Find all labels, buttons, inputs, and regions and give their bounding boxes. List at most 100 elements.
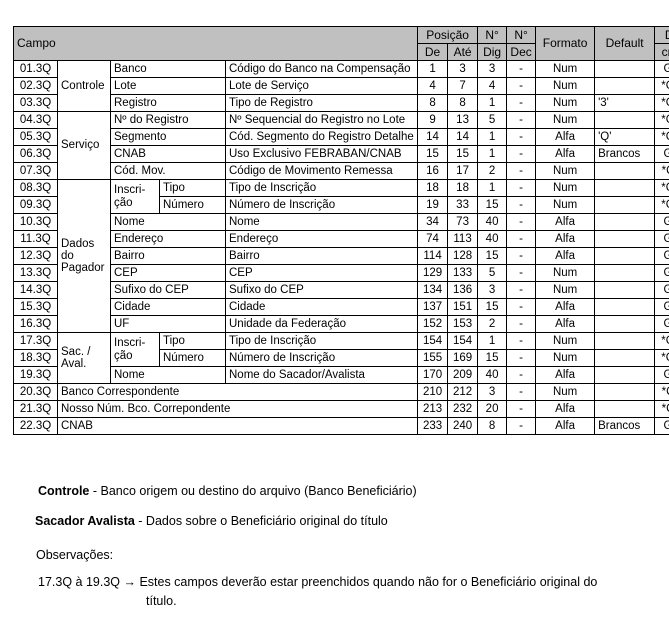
header-n-dec-top: N° bbox=[506, 26, 537, 44]
pos-ate: 212 bbox=[447, 383, 479, 401]
n-dec: - bbox=[506, 332, 537, 350]
n-dec: - bbox=[506, 383, 537, 401]
default-value bbox=[594, 315, 656, 333]
field-desc: Número de Inscrição bbox=[224, 349, 419, 367]
table-row: 20.3Q Banco Correspondente 210 212 3 - N… bbox=[13, 383, 669, 401]
n-dig: 40 bbox=[477, 366, 508, 384]
row-id: 15.3Q bbox=[13, 298, 58, 316]
pos-ate: 15 bbox=[447, 145, 479, 163]
formato: Alfa bbox=[535, 247, 596, 265]
n-dec: - bbox=[506, 298, 537, 316]
descricao-ref: G032 bbox=[654, 247, 669, 265]
table-row: 09.3Q Número Número de Inscrição 19 33 1… bbox=[13, 196, 669, 214]
field-desc: Tipo de Registro bbox=[224, 94, 419, 112]
default-value bbox=[594, 162, 656, 180]
row-id: 16.3Q bbox=[13, 315, 58, 333]
row-id: 08.3Q bbox=[13, 179, 58, 197]
field-desc: Cód. Segmento do Registro Detalhe bbox=[224, 128, 419, 146]
n-dig: 15 bbox=[477, 298, 508, 316]
default-value bbox=[594, 179, 656, 197]
table-row: 02.3Q Lote Lote de Serviço 4 7 4 - Num *… bbox=[13, 77, 669, 95]
table-row: 16.3Q UF Unidade da Federação 152 153 2 … bbox=[13, 315, 669, 333]
row-id: 02.3Q bbox=[13, 77, 58, 95]
pos-de: 74 bbox=[417, 230, 449, 248]
header-descricao-bottom: crição bbox=[654, 43, 669, 61]
pos-ate: 113 bbox=[447, 230, 479, 248]
header-campo: Campo bbox=[12, 26, 419, 61]
table-row: 01.3Q Controle Banco Código do Banco na … bbox=[13, 60, 669, 112]
table-row: 14.3Q Sufixo do CEP Sufixo do CEP 134 13… bbox=[13, 281, 669, 299]
pos-ate: 153 bbox=[447, 315, 479, 333]
note-sacador-term: Sacador Avalista bbox=[35, 514, 135, 528]
default-value: '3' bbox=[594, 94, 656, 112]
descricao-ref: *C004 bbox=[654, 162, 669, 180]
descricao-ref: G001 bbox=[654, 60, 669, 78]
note-controle-term: Controle bbox=[38, 484, 90, 498]
table-row: 11.3Q Endereço Endereço 74 113 40 - Alfa… bbox=[13, 230, 669, 248]
header-n-dig-top: N° bbox=[477, 26, 508, 44]
n-dig: 8 bbox=[477, 417, 508, 435]
formato: Alfa bbox=[535, 128, 596, 146]
pos-de: 16 bbox=[417, 162, 449, 180]
field-name: Tipo bbox=[159, 332, 226, 350]
formato: Num bbox=[535, 94, 596, 112]
n-dec: - bbox=[506, 264, 537, 282]
header-ate: Até bbox=[447, 43, 479, 61]
formato: Num bbox=[535, 60, 596, 78]
n-dig: 40 bbox=[477, 230, 508, 248]
descricao-ref: *G005 bbox=[654, 179, 669, 197]
field-name: UF bbox=[110, 315, 226, 333]
table-row: 22.3Q CNAB 233 240 8 - Alfa Brancos G004 bbox=[13, 417, 669, 435]
n-dec: - bbox=[506, 315, 537, 333]
descricao-ref: *G003 bbox=[654, 94, 669, 112]
descricao-ref: G013 bbox=[654, 366, 669, 384]
pos-ate: 73 bbox=[447, 213, 479, 231]
table-body: 01.3Q Controle Banco Código do Banco na … bbox=[13, 60, 669, 435]
n-dig: 1 bbox=[477, 94, 508, 112]
default-value bbox=[594, 383, 656, 401]
row-id: 21.3Q bbox=[13, 400, 58, 418]
formato: Num bbox=[535, 349, 596, 367]
pos-ate: 133 bbox=[447, 264, 479, 282]
row-id: 07.3Q bbox=[13, 162, 58, 180]
header-n-dig-bottom: Dig bbox=[477, 43, 508, 61]
pos-ate: 33 bbox=[447, 196, 479, 214]
default-value bbox=[594, 366, 656, 384]
note-controle-text: - Banco origem ou destino do arquivo (Ba… bbox=[89, 484, 417, 498]
field-desc: Nome bbox=[224, 213, 419, 231]
pos-de: 15 bbox=[417, 145, 449, 163]
field-name: Cód. Mov. bbox=[110, 162, 226, 180]
row-id: 05.3Q bbox=[13, 128, 58, 146]
field-name: CEP bbox=[110, 264, 226, 282]
field-desc: Número de Inscrição bbox=[224, 196, 419, 214]
field-name: Cidade bbox=[110, 298, 226, 316]
field-desc: Nome do Sacador/Avalista bbox=[224, 366, 419, 384]
group-servico: Serviço bbox=[57, 111, 111, 180]
field-desc: Bairro bbox=[224, 247, 419, 265]
row-id: 13.3Q bbox=[13, 264, 58, 282]
formato: Alfa bbox=[535, 213, 596, 231]
formato: Num bbox=[535, 111, 596, 129]
pos-ate: 14 bbox=[447, 128, 479, 146]
n-dig: 20 bbox=[477, 400, 508, 418]
pos-de: 19 bbox=[417, 196, 449, 214]
field-desc: Endereço bbox=[224, 230, 419, 248]
field-desc: Sufixo do CEP bbox=[224, 281, 419, 299]
field-name: Segmento bbox=[110, 128, 226, 146]
descricao-ref: *G006 bbox=[654, 196, 669, 214]
field-name: Tipo bbox=[159, 179, 226, 197]
pos-de: 210 bbox=[417, 383, 449, 401]
table-row: 21.3Q Nosso Núm. Bco. Correpondente 213 … bbox=[13, 400, 669, 418]
n-dig: 5 bbox=[477, 111, 508, 129]
n-dig: 2 bbox=[477, 162, 508, 180]
note-controle: Controle - Banco origem ou destino do ar… bbox=[38, 484, 417, 498]
header-posicao: Posição bbox=[417, 26, 479, 44]
field-name: Bairro bbox=[110, 247, 226, 265]
pos-de: 233 bbox=[417, 417, 449, 435]
table-row: 17.3Q Sac. / Aval. Inscri- ção Tipo Tipo… bbox=[13, 332, 669, 384]
pos-de: 14 bbox=[417, 128, 449, 146]
pos-de: 137 bbox=[417, 298, 449, 316]
field-name: Nome bbox=[110, 213, 226, 231]
field-layout-table: Campo Posição N° N° Formato Default Des-… bbox=[12, 26, 669, 435]
group-line-2: do bbox=[61, 249, 74, 262]
